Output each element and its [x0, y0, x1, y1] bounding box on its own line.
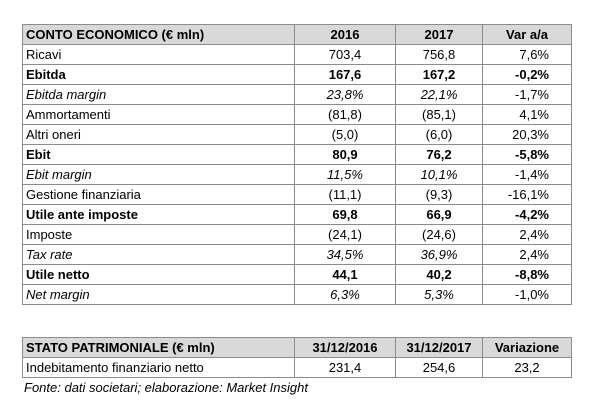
value-2016: 69,8: [294, 204, 396, 225]
value-variation: -16,1%: [482, 184, 572, 205]
row-label: Imposte: [22, 224, 295, 245]
value-2017: 76,2: [395, 144, 483, 165]
row-label: Ebit: [22, 144, 295, 165]
income-header-2016: 2016: [294, 24, 396, 45]
value-variation: 23,2: [482, 357, 572, 378]
value-variation: -0,2%: [482, 64, 572, 85]
income-header-2017: 2017: [395, 24, 483, 45]
value-2017: 167,2: [395, 64, 483, 85]
row-label: Tax rate: [22, 244, 295, 265]
value-2017: 5,3%: [395, 284, 483, 305]
row-label: Utile netto: [22, 264, 295, 285]
value-2016: 34,5%: [294, 244, 396, 265]
value-2017: (6,0): [395, 124, 483, 145]
value-2017: (85,1): [395, 104, 483, 125]
value-2016: (24,1): [294, 224, 396, 245]
value-variation: 2,4%: [482, 224, 572, 245]
value-2017: 36,9%: [395, 244, 483, 265]
value-variation: -5,8%: [482, 144, 572, 165]
table-row: Ebitda margin 23,8% 22,1% -1,7%: [22, 84, 572, 105]
table-row: Ebit 80,9 76,2 -5,8%: [22, 144, 572, 165]
row-label: Ricavi: [22, 44, 295, 65]
value-2016: 80,9: [294, 144, 396, 165]
value-variation: -1,7%: [482, 84, 572, 105]
value-2016: (5,0): [294, 124, 396, 145]
balance-header-2017: 31/12/2017: [395, 337, 483, 358]
balance-sheet-table: STATO PATRIMONIALE (€ mln) 31/12/2016 31…: [22, 337, 572, 378]
balance-header-label: STATO PATRIMONIALE (€ mln): [22, 337, 295, 358]
row-label: Ebitda margin: [22, 84, 295, 105]
value-2017: 40,2: [395, 264, 483, 285]
value-2017: 756,8: [395, 44, 483, 65]
balance-header-2016: 31/12/2016: [294, 337, 396, 358]
value-variation: -8,8%: [482, 264, 572, 285]
value-2016: 6,3%: [294, 284, 396, 305]
row-label: Altri oneri: [22, 124, 295, 145]
value-2017: (9,3): [395, 184, 483, 205]
value-2016: 44,1: [294, 264, 396, 285]
source-note: Fonte: dati societari; elaborazione: Mar…: [24, 380, 308, 395]
table-row: Utile netto 44,1 40,2 -8,8%: [22, 264, 572, 285]
value-2016: 703,4: [294, 44, 396, 65]
row-label: Gestione finanziaria: [22, 184, 295, 205]
value-2016: 23,8%: [294, 84, 396, 105]
row-label: Net margin: [22, 284, 295, 305]
value-2016: (11,1): [294, 184, 396, 205]
row-label: Ammortamenti: [22, 104, 295, 125]
table-row: Ebit margin 11,5% 10,1% -1,4%: [22, 164, 572, 185]
table-row: Net margin 6,3% 5,3% -1,0%: [22, 284, 572, 305]
table-row: Altri oneri (5,0) (6,0) 20,3%: [22, 124, 572, 145]
table-row: Indebitamento finanziario netto 231,4 254,…: [22, 357, 572, 378]
table-row: Imposte (24,1) (24,6) 2,4%: [22, 224, 572, 245]
value-2016: 231,4: [294, 357, 396, 378]
income-header-var: Var a/a: [482, 24, 572, 45]
value-variation: 4,1%: [482, 104, 572, 125]
value-2017: (24,6): [395, 224, 483, 245]
value-variation: 2,4%: [482, 244, 572, 265]
value-variation: 20,3%: [482, 124, 572, 145]
table-row: Ricavi 703,4 756,8 7,6%: [22, 44, 572, 65]
income-header-label: CONTO ECONOMICO (€ mln): [22, 24, 295, 45]
row-label: Indebitamento finanziario netto: [22, 357, 295, 378]
value-variation: -1,4%: [482, 164, 572, 185]
row-label: Utile ante imposte: [22, 204, 295, 225]
row-label: Ebitda: [22, 64, 295, 85]
value-2016: (81,8): [294, 104, 396, 125]
table-row: Ammortamenti (81,8) (85,1) 4,1%: [22, 104, 572, 125]
table-row: Ebitda 167,6 167,2 -0,2%: [22, 64, 572, 85]
table-row: Tax rate 34,5% 36,9% 2,4%: [22, 244, 572, 265]
income-statement-table: CONTO ECONOMICO (€ mln) 2016 2017 Var a/…: [22, 24, 572, 305]
table-row: Gestione finanziaria (11,1) (9,3) -16,1%: [22, 184, 572, 205]
value-2017: 254,6: [395, 357, 483, 378]
table-row: Utile ante imposte 69,8 66,9 -4,2%: [22, 204, 572, 225]
value-2016: 167,6: [294, 64, 396, 85]
value-variation: -1,0%: [482, 284, 572, 305]
value-2017: 22,1%: [395, 84, 483, 105]
row-label: Ebit margin: [22, 164, 295, 185]
value-variation: -4,2%: [482, 204, 572, 225]
balance-header-row: STATO PATRIMONIALE (€ mln) 31/12/2016 31…: [22, 337, 572, 358]
balance-header-variation: Variazione: [482, 337, 572, 358]
value-2017: 66,9: [395, 204, 483, 225]
value-2016: 11,5%: [294, 164, 396, 185]
value-variation: 7,6%: [482, 44, 572, 65]
income-header-row: CONTO ECONOMICO (€ mln) 2016 2017 Var a/…: [22, 24, 572, 45]
value-2017: 10,1%: [395, 164, 483, 185]
